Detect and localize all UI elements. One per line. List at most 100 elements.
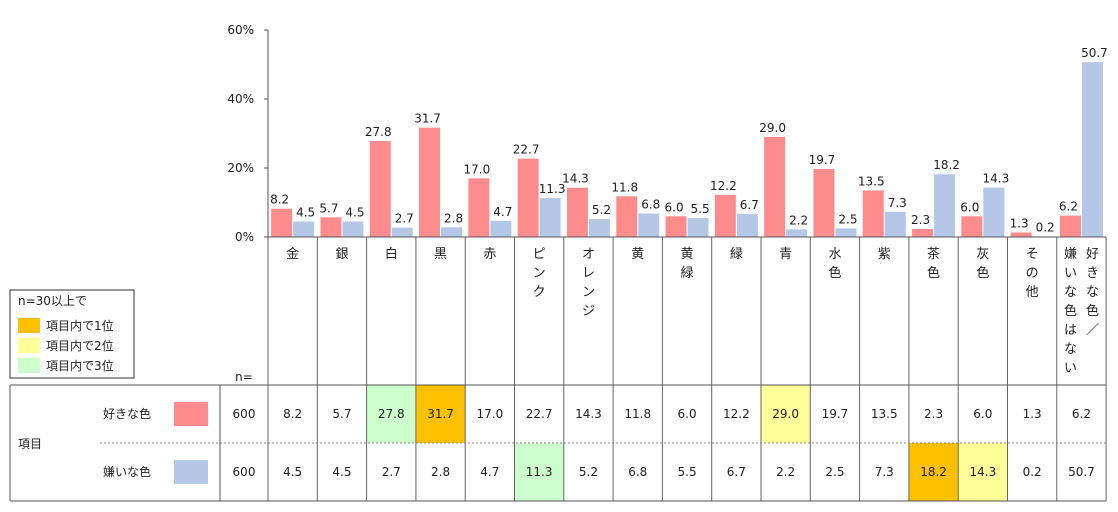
table-cell-value: 14.3	[575, 407, 602, 421]
table-cell-value: 2.5	[825, 465, 844, 479]
x-tick-label: 色	[828, 265, 841, 281]
bar	[983, 187, 1005, 237]
table-cell-value: 2.3	[924, 407, 943, 421]
legend-swatch	[18, 318, 40, 333]
data-label: 0.2	[1036, 220, 1055, 234]
x-tick-label: 緑	[730, 247, 743, 262]
x-tick-label: は	[1064, 323, 1077, 338]
table-cell-value: 22.7	[526, 407, 553, 421]
bar	[271, 208, 293, 237]
table-cell-value: 5.7	[332, 407, 351, 421]
x-tick-label: き	[1086, 266, 1099, 281]
table-cell-value: 6.2	[1072, 407, 1091, 421]
data-label: 5.5	[691, 202, 710, 216]
bar	[517, 158, 539, 237]
data-label: 2.8	[444, 211, 463, 225]
table-cell-value: 2.8	[431, 465, 450, 479]
row-n-value: 600	[233, 407, 256, 421]
row-series-label: 嫌いな色	[103, 465, 151, 479]
y-tick-label: 40%	[227, 92, 254, 106]
table-cell-value: 11.3	[526, 465, 553, 479]
bar	[588, 219, 610, 237]
bar	[419, 127, 441, 237]
bar	[736, 213, 758, 237]
x-tick-label: 嫌	[1064, 247, 1077, 262]
rank-cell-highlight	[958, 443, 1008, 501]
table-cell-value: 8.2	[283, 407, 302, 421]
data-label: 4.5	[345, 205, 364, 219]
x-tick-label: 黄	[681, 247, 694, 262]
n-header: n=	[235, 370, 253, 384]
rank-cell-highlight	[908, 443, 959, 501]
bar	[391, 227, 413, 237]
bar	[764, 136, 786, 237]
data-label: 11.3	[539, 182, 566, 196]
x-tick-label: ン	[533, 266, 546, 281]
bar	[468, 178, 490, 237]
table-cell-value: 7.3	[875, 465, 894, 479]
table-cell-value: 29.0	[772, 407, 799, 421]
data-label: 13.5	[858, 174, 885, 188]
table-cell-value: 2.7	[382, 465, 401, 479]
x-tick-label: ピ	[533, 247, 546, 262]
bar	[1081, 62, 1103, 238]
bar	[687, 218, 709, 237]
data-label: 7.3	[888, 196, 907, 210]
table-cell-value: 5.2	[579, 465, 598, 479]
x-tick-label: 黄	[631, 247, 644, 262]
legend-title: n=30以上で	[18, 294, 87, 308]
table-cell-value: 6.8	[628, 465, 647, 479]
x-tick-label: 赤	[483, 247, 496, 262]
data-label: 4.5	[296, 205, 315, 219]
x-tick-label: な	[1064, 342, 1077, 357]
bar	[539, 198, 561, 237]
x-tick-label: 茶	[927, 246, 940, 262]
bar	[490, 220, 512, 237]
x-tick-label: 緑	[681, 266, 694, 281]
bar	[1059, 215, 1081, 237]
data-label: 31.7	[414, 112, 441, 126]
bar	[786, 229, 808, 237]
x-tick-label: 青	[779, 247, 792, 262]
bar	[714, 194, 736, 237]
data-label: 19.7	[809, 153, 836, 167]
bar	[835, 228, 857, 237]
data-label: 14.3	[982, 172, 1009, 186]
data-label: 6.0	[665, 200, 684, 214]
rank-cell-highlight	[415, 385, 466, 443]
table-cell-value: 14.3	[969, 465, 996, 479]
data-label: 2.7	[395, 212, 414, 226]
x-tick-label: 紫	[878, 247, 891, 262]
table-cell-value: 2.2	[776, 465, 795, 479]
x-tick-label: そ	[1026, 247, 1039, 262]
x-tick-label: 他	[1026, 285, 1039, 300]
x-tick-label: い	[1064, 361, 1077, 376]
bar	[934, 174, 956, 237]
table-cell-value: 31.7	[427, 407, 454, 421]
y-tick-label: 20%	[227, 161, 254, 175]
data-label: 5.7	[319, 201, 338, 215]
x-tick-label: の	[1026, 266, 1039, 281]
x-tick-label: ジ	[582, 304, 595, 319]
x-tick-label: ／	[1086, 323, 1099, 338]
bar	[1010, 232, 1032, 237]
data-label: 50.7	[1081, 46, 1108, 60]
table-cell-value: 5.5	[678, 465, 697, 479]
table-cell-value: 13.5	[871, 407, 898, 421]
table-cell-value: 18.2	[920, 465, 947, 479]
row-series-swatch	[174, 460, 208, 484]
table-cell-value: 4.7	[480, 465, 499, 479]
x-tick-label: 色	[1086, 303, 1099, 319]
data-label: 22.7	[513, 143, 540, 157]
bar	[342, 221, 364, 237]
bar	[813, 169, 835, 237]
table-cell-value: 1.3	[1023, 407, 1042, 421]
legend-label: 項目内で3位	[46, 358, 114, 373]
table-cell-value: 27.8	[378, 407, 405, 421]
x-tick-label: 色	[927, 265, 940, 281]
data-label: 2.3	[911, 213, 930, 227]
x-tick-label: 好	[1086, 247, 1099, 262]
bar	[665, 216, 687, 237]
rank-cell-highlight	[514, 443, 564, 501]
